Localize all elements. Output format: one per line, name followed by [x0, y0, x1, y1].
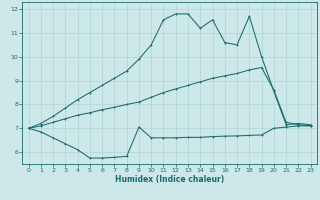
X-axis label: Humidex (Indice chaleur): Humidex (Indice chaleur): [115, 175, 224, 184]
